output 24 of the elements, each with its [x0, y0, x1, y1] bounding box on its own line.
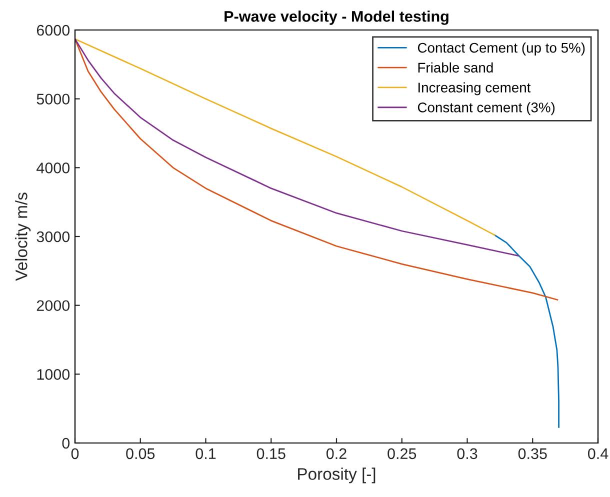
x-tick-label: 0.4 — [588, 448, 608, 460]
legend-label: Contact Cement (up to 5%) — [418, 42, 585, 56]
y-tick-label: 2000 — [36, 300, 70, 312]
legend-label: Friable sand — [418, 62, 493, 73]
y-tick-label: 5000 — [36, 94, 70, 105]
y-axis-title: Velocity m/s — [15, 192, 31, 281]
x-tick-label: 0.25 — [388, 448, 416, 460]
x-axis-title: Porosity [-] — [298, 468, 376, 484]
x-tick-label: 0.1 — [196, 448, 216, 460]
y-tick-label: 4000 — [36, 162, 70, 174]
chart-title: P-wave velocity - Model testing — [224, 10, 448, 25]
y-tick-label: 0 — [62, 438, 70, 449]
y-tick-label: 6000 — [36, 24, 70, 36]
legend-label: Constant cement (3%) — [418, 102, 555, 116]
x-tick-label: 0 — [71, 448, 79, 460]
x-tick-label: 0.3 — [457, 448, 478, 460]
x-tick-label: 0.2 — [326, 448, 346, 460]
x-tick-label: 0.15 — [256, 448, 286, 460]
y-tick-label: 1000 — [37, 369, 70, 380]
legend-label: Increasing cement — [418, 82, 531, 96]
y-tick-label: 3000 — [36, 231, 70, 242]
line-series — [494, 234, 560, 428]
x-tick-label: 0.35 — [518, 448, 547, 460]
x-tick-label: 0.05 — [126, 448, 155, 460]
